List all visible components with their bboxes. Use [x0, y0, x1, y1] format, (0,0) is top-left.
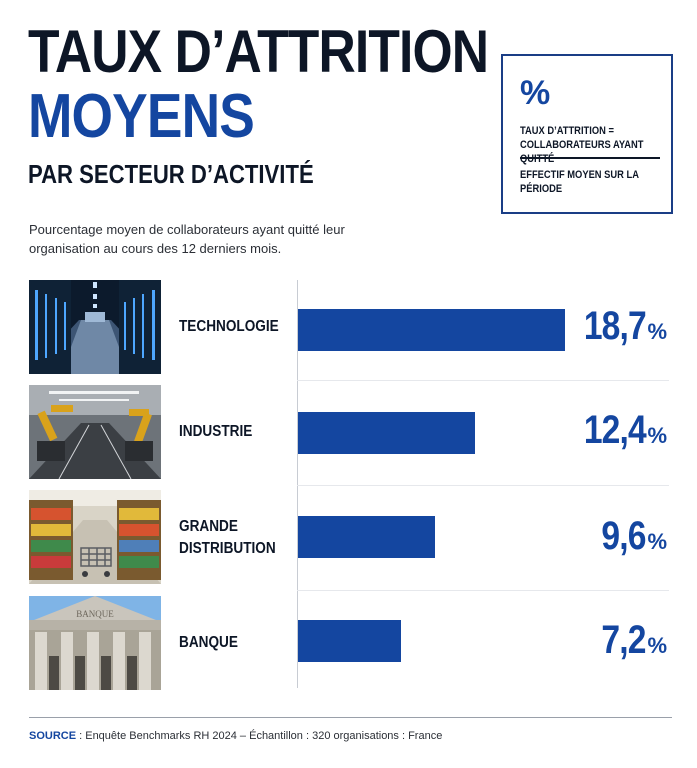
source-label: SOURCE [29, 730, 77, 742]
fraction-rule [520, 157, 660, 159]
formula-numerator: TAUX D’ATTRITION = COLLABORATEURS AYANT … [520, 125, 644, 165]
data-label: 12,4% [572, 408, 667, 453]
data-label: 7,2% [593, 618, 667, 663]
category-row: INDUSTRIE [29, 385, 669, 481]
footer-divider [29, 717, 672, 718]
data-label-value: 12,4 [583, 408, 646, 452]
data-label-unit: % [647, 423, 667, 448]
supermarket-aisle-photo [29, 490, 161, 584]
row-separator [297, 485, 669, 486]
svg-text:BANQUE: BANQUE [76, 609, 114, 619]
formula-denominator: EFFECTIF MOYEN SUR LA PÉRIODE [520, 169, 639, 195]
bar [298, 412, 475, 454]
row-separator [297, 380, 669, 381]
source-note: SOURCE : Enquête Benchmarks RH 2024 – Éc… [29, 730, 442, 742]
chart-axis-line [297, 280, 298, 688]
title-line-1: TAUX D’ATTRITION [28, 18, 489, 85]
row-separator [297, 590, 669, 591]
data-label-value: 18,7 [583, 304, 646, 348]
percent-symbol: % [520, 74, 551, 112]
chart-subtitle: Pourcentage moyen de collaborateurs ayan… [29, 222, 345, 256]
source-text: : Enquête Benchmarks RH 2024 – Échantill… [76, 730, 443, 742]
category-row: GRANDE DISTRIBUTION [29, 490, 669, 586]
category-label: BANQUE [179, 634, 238, 651]
category-row: BANQUE BANQUE [29, 596, 669, 692]
category-label: INDUSTRIE [179, 423, 253, 440]
data-label: 9,6% [593, 514, 667, 559]
data-label-unit: % [647, 319, 667, 344]
data-label-value: 9,6 [601, 514, 646, 558]
title-line-2: MOYENS [28, 82, 255, 151]
category-label: TECHNOLOGIE [179, 318, 279, 335]
data-label-value: 7,2 [601, 618, 646, 662]
bar [298, 620, 401, 662]
data-label: 18,7% [572, 304, 667, 349]
formula-box: % TAUX D’ATTRITION = COLLABORATEURS AYAN… [501, 54, 673, 214]
bank-facade-photo: BANQUE [29, 596, 161, 690]
title-line-3: PAR SECTEUR D’ACTIVITÉ [28, 159, 314, 189]
data-label-unit: % [647, 633, 667, 658]
bar [298, 516, 435, 558]
category-row: TECHNOLOGIE [29, 280, 669, 376]
data-label-unit: % [647, 529, 667, 554]
bar [298, 309, 565, 351]
category-label: GRANDE DISTRIBUTION [179, 518, 276, 557]
server-room-photo [29, 280, 161, 374]
factory-robots-photo [29, 385, 161, 479]
